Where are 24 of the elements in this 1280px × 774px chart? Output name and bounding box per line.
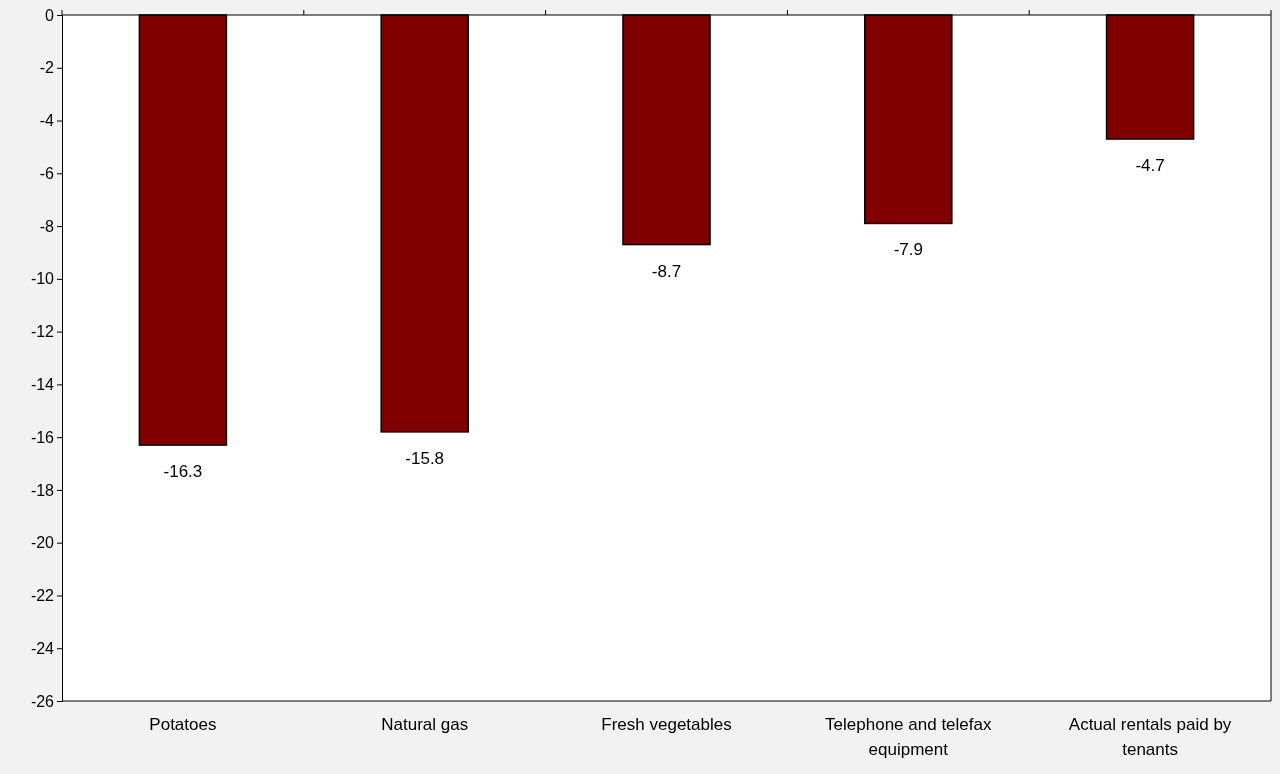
data-label: -16.3 — [163, 462, 203, 482]
y-tick-label: -8 — [39, 217, 55, 235]
x-tick-label: Telephone and telefax equipment — [825, 715, 992, 759]
x-tick-label: Actual rentals paid by tenants — [1068, 715, 1232, 759]
x-tick-label: Fresh vegetables — [601, 715, 732, 734]
y-tick-label: -26 — [30, 692, 55, 710]
data-label: -8.7 — [651, 261, 682, 281]
y-tick-label: -12 — [30, 323, 55, 341]
y-tick-label: -10 — [30, 270, 55, 288]
y-tick-label: -18 — [30, 481, 55, 499]
x-tick-label: Natural gas — [381, 715, 469, 734]
y-tick-label: -2 — [39, 59, 55, 77]
data-label: -15.8 — [405, 448, 445, 468]
y-tick-label: -22 — [30, 587, 55, 605]
data-label: -7.9 — [893, 240, 923, 260]
y-tick-label: -20 — [30, 534, 55, 552]
y-tick-label: -6 — [39, 164, 55, 182]
data-label: -4.7 — [1135, 156, 1165, 176]
y-tick-label: -14 — [30, 376, 55, 393]
y-tick-label: -4 — [39, 112, 55, 130]
y-tick-label: 0 — [45, 6, 55, 24]
y-tick-label: -24 — [30, 639, 55, 657]
x-tick-label: Potatoes — [149, 715, 217, 734]
y-tick-label: -16 — [30, 428, 55, 446]
